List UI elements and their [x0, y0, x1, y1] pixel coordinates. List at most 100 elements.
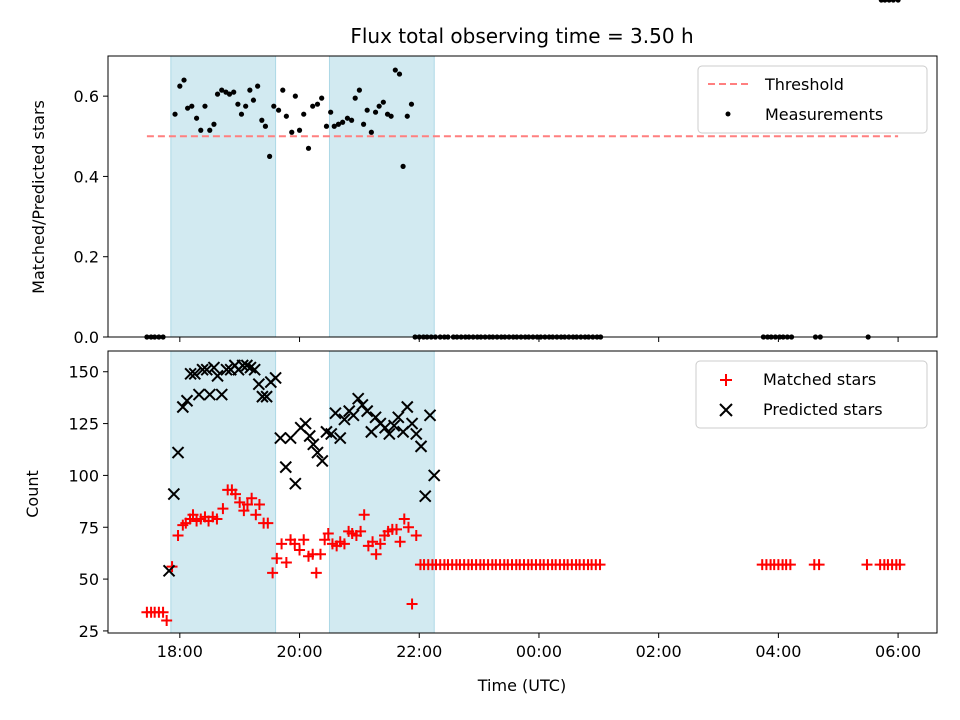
- matched-star-point: [338, 538, 350, 550]
- predicted-star-point: [325, 427, 338, 441]
- predicted-star-point: [356, 398, 369, 412]
- legend-predicted-label: Predicted stars: [763, 400, 883, 419]
- x-axis-title: Time (UTC): [477, 676, 566, 695]
- predicted-star-point: [260, 390, 273, 403]
- matched-star-point: [298, 534, 310, 546]
- predicted-star-point: [176, 400, 190, 414]
- legend-threshold-label: Threshold: [764, 75, 844, 94]
- measurement-point: [292, 93, 298, 99]
- matched-star-point: [410, 530, 422, 542]
- predicted-star-point: [188, 367, 201, 381]
- matched-star-point: [234, 496, 246, 508]
- matched-star-point: [246, 492, 258, 504]
- measurement-point: [193, 115, 200, 121]
- predicted-star-point: [167, 487, 181, 501]
- measurement-point: [368, 129, 374, 135]
- predicted-star-point: [207, 361, 221, 374]
- bottom-y-tick-label-3: 100: [68, 466, 99, 485]
- predicted-star-point: [316, 454, 329, 468]
- matched-star-point: [211, 513, 223, 525]
- measurement-point: [226, 91, 233, 97]
- measurement-point: [331, 123, 337, 129]
- x-tick-label-0: 18:00: [157, 642, 203, 661]
- x-tick-label-4: 02:00: [636, 642, 682, 661]
- bottom-shaded-interval-1: [328, 350, 435, 634]
- matched-star-point: [172, 530, 184, 542]
- measurement-point: [177, 83, 183, 89]
- predicted-star-point: [369, 411, 382, 424]
- measurement-point: [243, 103, 249, 109]
- measurement-point: [352, 95, 358, 101]
- matched-star-point: [276, 538, 288, 550]
- measurement-point: [280, 87, 286, 93]
- measurement-point: [408, 101, 415, 107]
- predicted-star-point: [284, 431, 297, 445]
- matched-star-point: [157, 606, 169, 618]
- measurement-point: [314, 101, 321, 107]
- measurement-point: [301, 111, 307, 117]
- measurement-point: [185, 105, 191, 111]
- predicted-star-point: [378, 421, 392, 434]
- matched-star-point: [355, 525, 367, 537]
- matched-star-point: [187, 509, 199, 521]
- bottom-y-axis-title: Count: [23, 470, 42, 518]
- measurement-point: [259, 117, 265, 123]
- measurement-point: [400, 163, 406, 169]
- measurement-point: [267, 153, 273, 159]
- predicted-star-point: [184, 367, 197, 381]
- matched-star-point: [241, 498, 253, 510]
- predicted-star-point: [334, 431, 347, 445]
- x-tick-label-1: 20:00: [276, 642, 322, 661]
- measurement-point: [392, 67, 398, 73]
- bottom-y-tick-label-1: 50: [79, 570, 99, 589]
- predicted-star-point: [419, 489, 432, 503]
- matched-star-point: [784, 559, 796, 571]
- measurement-point: [283, 113, 289, 119]
- measurement-point: [247, 87, 253, 93]
- top-legend-box: [697, 65, 928, 134]
- predicted-star-point: [351, 392, 365, 405]
- predicted-star-point: [248, 363, 261, 376]
- predicted-star-point: [279, 460, 292, 474]
- measurement-point: [198, 127, 204, 133]
- matched-star-point: [367, 536, 379, 548]
- top-shaded-interval-1: [328, 55, 435, 338]
- measurement-point: [890, 0, 896, 3]
- predicted-star-point: [299, 417, 312, 430]
- predicted-star-point: [215, 388, 228, 401]
- top-legend: Threshold Measurements: [697, 65, 928, 134]
- x-tick-label-3: 00:00: [516, 642, 562, 661]
- predicted-star-point: [180, 394, 194, 407]
- matched-star-point: [310, 567, 322, 579]
- measurement-point: [335, 121, 342, 127]
- legend-measurements-swatch: [725, 111, 731, 117]
- predicted-star-point: [200, 363, 213, 376]
- bottom-y-tick-label-5: 150: [68, 363, 99, 382]
- bottom-panel: 18:00 20:00 22:00 00:00 02:00 04:00 06:00 25 50 7…: [68, 350, 938, 661]
- matched-star-point: [358, 509, 370, 521]
- matched-star-point: [289, 538, 301, 550]
- measurement-point: [882, 0, 888, 3]
- bottom-y-tick-label-2: 75: [79, 518, 99, 537]
- matched-star-point: [394, 536, 406, 548]
- predicted-star-point: [274, 431, 287, 445]
- measurement-point: [344, 115, 351, 121]
- measurement-point: [172, 111, 178, 117]
- predicted-star-point: [410, 427, 423, 441]
- predicted-star-point: [236, 359, 249, 372]
- predicted-star-point: [347, 409, 360, 422]
- predicted-star-point: [307, 438, 320, 451]
- matched-star-point: [391, 523, 403, 535]
- measurement-point: [181, 77, 187, 83]
- x-tick-label-2: 22:00: [396, 642, 442, 661]
- predicted-star-point: [171, 446, 185, 459]
- matched-star-point: [370, 548, 382, 560]
- bottom-shaded-interval-0: [170, 350, 277, 634]
- legend-matched-swatch: [720, 374, 732, 386]
- matched-star-point: [406, 598, 418, 610]
- measurement-point: [380, 99, 386, 105]
- legend-predicted-swatch: [719, 403, 733, 417]
- measurement-point: [231, 89, 237, 95]
- measurement-point: [305, 145, 312, 151]
